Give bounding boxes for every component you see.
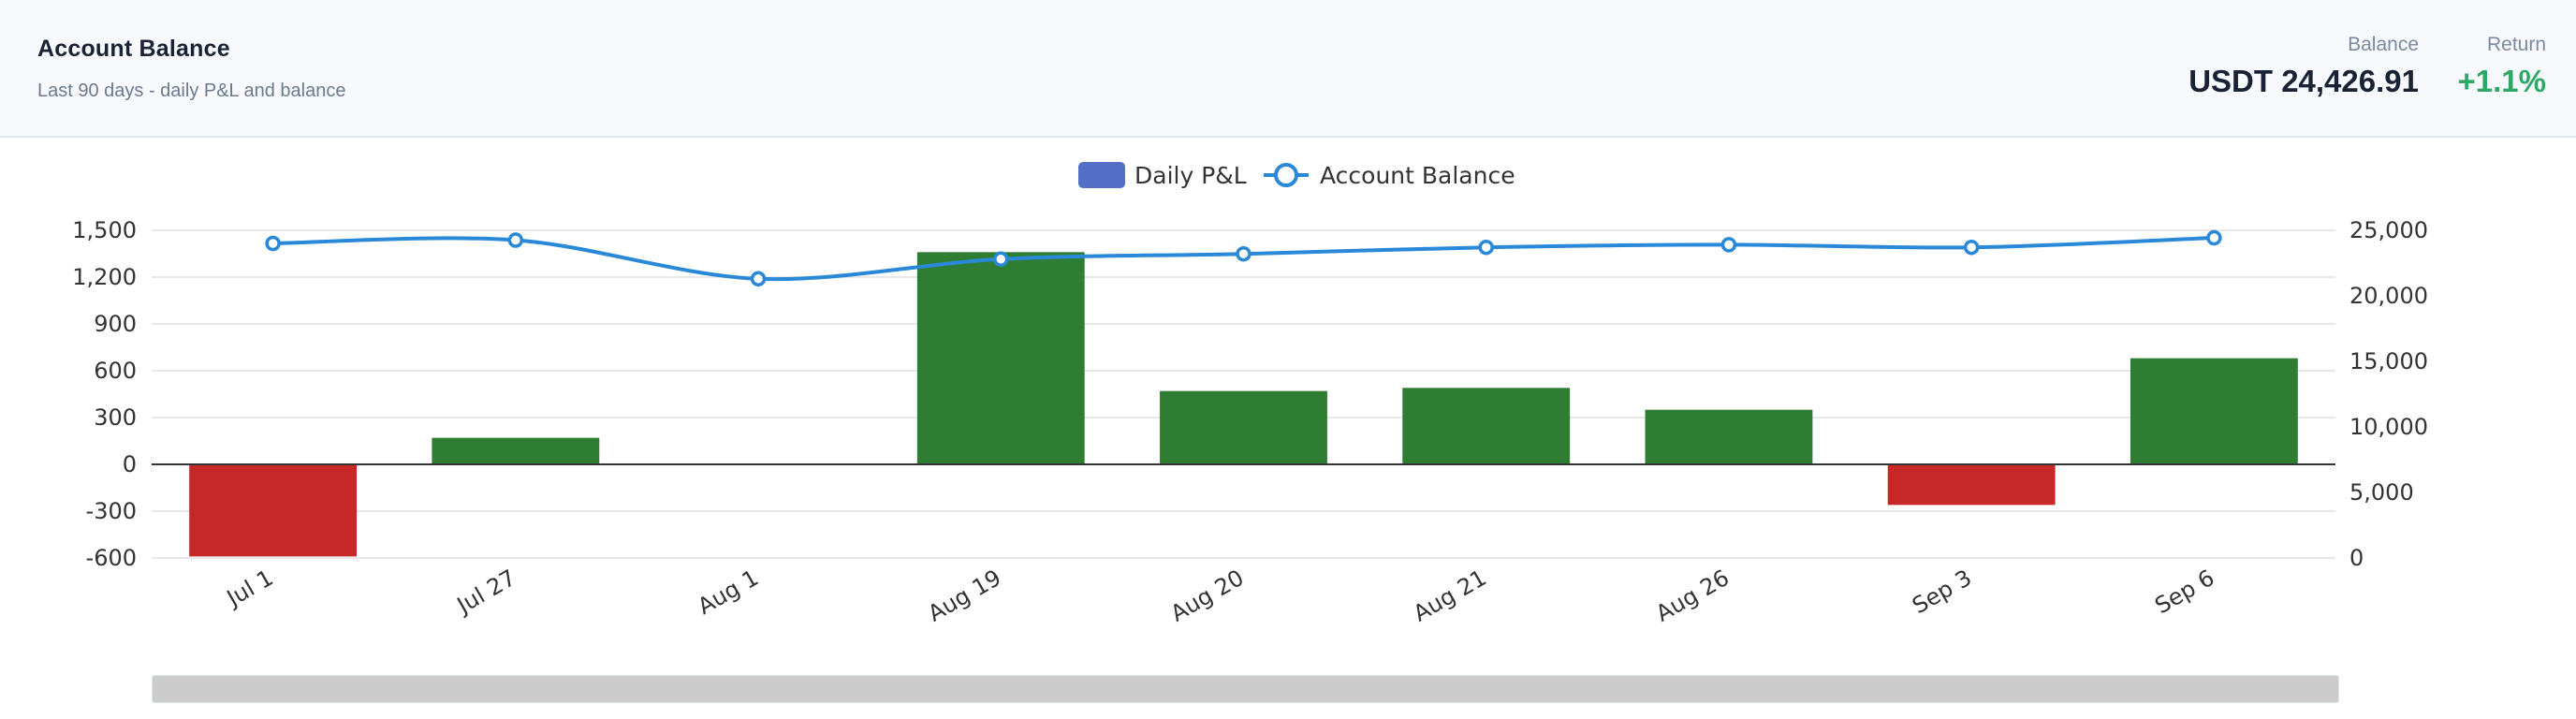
x-tick-label: Sep 6 xyxy=(2150,565,2218,619)
chart-subtitle: Last 90 days - daily P&L and balance xyxy=(37,81,346,101)
balance-point xyxy=(2206,229,2222,246)
pnl-bar xyxy=(1402,388,1571,464)
x-tick-label: Aug 20 xyxy=(1166,565,1249,627)
return-value: +1.1% xyxy=(2457,64,2547,98)
balance-point xyxy=(993,251,1009,268)
y-right-tick-label: 10,000 xyxy=(2349,414,2428,440)
y-left-tick-label: 0 xyxy=(123,451,137,477)
balance-chart: 1,500 1,200 900 600 300 0 -300 -600 25,000 20,000… xyxy=(72,162,2428,627)
y-left-tick-label: 900 xyxy=(94,311,137,337)
balance-value: USDT 24,426.91 xyxy=(2188,64,2419,98)
return-label: Return xyxy=(2486,34,2546,55)
y-right-tick-label: 5,000 xyxy=(2349,479,2414,506)
pnl-bar xyxy=(916,252,1085,464)
balance-point xyxy=(1963,239,1980,256)
x-tick-label: Jul 1 xyxy=(221,565,278,612)
balance-point xyxy=(265,235,281,252)
y-left-tick-label: 1,200 xyxy=(72,264,137,290)
pnl-bar xyxy=(189,464,358,557)
balance-point xyxy=(507,232,524,248)
legend-swatch-balance-dot[interactable] xyxy=(1274,163,1298,187)
y-right-tick-label: 20,000 xyxy=(2349,283,2428,309)
x-tick-label: Aug 1 xyxy=(694,565,763,620)
pnl-bar xyxy=(432,437,600,464)
balance-line xyxy=(265,229,2222,287)
balance-label: Balance xyxy=(2348,34,2419,55)
pnl-bar xyxy=(1887,464,2056,506)
balance-point xyxy=(1720,237,1737,253)
pnl-bar xyxy=(1160,390,1327,464)
x-tick-label: Sep 3 xyxy=(1908,565,1976,619)
y-left-tick-label: 1,500 xyxy=(72,217,137,243)
legend-label-balance[interactable]: Account Balance xyxy=(1320,162,1515,189)
y-left-tick-label: -600 xyxy=(86,545,137,571)
legend-swatch-pnl[interactable] xyxy=(1078,162,1125,188)
balance-point xyxy=(750,271,767,287)
y-left-tick-label: 300 xyxy=(94,404,137,431)
y-right-tick-label: 0 xyxy=(2349,545,2364,571)
legend-label-pnl[interactable]: Daily P&L xyxy=(1134,162,1247,189)
balance-point xyxy=(1236,245,1251,262)
pnl-bar xyxy=(1645,409,1813,464)
x-tick-label: Aug 21 xyxy=(1409,565,1491,627)
y-left-tick-label: -300 xyxy=(86,498,137,524)
balance-point xyxy=(1478,239,1494,256)
y-right-tick-label: 25,000 xyxy=(2349,217,2428,243)
x-tick-label: Jul 27 xyxy=(451,565,520,620)
pnl-bars xyxy=(189,252,2298,557)
x-tick-label: Aug 19 xyxy=(924,565,1006,627)
data-zoom-scrollbar[interactable] xyxy=(152,675,2339,703)
chart-header: Account Balance Last 90 days - daily P&L… xyxy=(0,0,2576,138)
chart-legend[interactable]: Daily P&L Account Balance xyxy=(1078,162,1515,189)
y-left-tick-label: 600 xyxy=(94,358,137,384)
y-right-tick-label: 15,000 xyxy=(2349,348,2428,374)
pnl-bar xyxy=(2130,358,2298,464)
x-tick-label: Aug 26 xyxy=(1651,565,1734,627)
chart-title: Account Balance xyxy=(37,36,230,62)
